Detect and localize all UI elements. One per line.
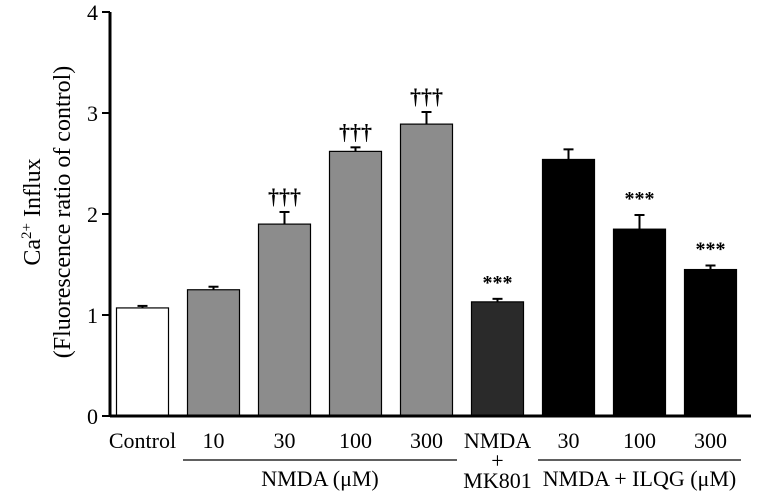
bars: ††† ††† ††† *** *** *** — [110, 84, 751, 418]
significance-label: *** — [625, 188, 655, 210]
significance-label: ††† — [339, 119, 372, 144]
x-tick-label: Control — [109, 428, 176, 453]
group-label: NMDA (μM) — [261, 466, 379, 491]
y-tick-label: 1 — [87, 303, 98, 328]
group-label: NMDA + ILQG (μM) — [543, 466, 736, 491]
x-tick-label: + — [491, 448, 503, 473]
x-tick-label: 30 — [274, 428, 296, 453]
bar — [399, 123, 454, 417]
bar — [683, 268, 738, 417]
significance-label: ††† — [268, 184, 301, 209]
bar — [612, 228, 667, 417]
x-tick-label: 300 — [694, 428, 727, 453]
y-axis-label-line1: Ca2+ Influx — [19, 158, 46, 265]
y-axis-label-line2: (Fluorescence ratio of control) — [50, 66, 76, 359]
significance-label: *** — [696, 239, 726, 261]
bar — [115, 307, 170, 417]
x-tick-label: 10 — [203, 428, 225, 453]
x-tick-label: MK801 — [463, 468, 531, 493]
x-tick-label: 300 — [410, 428, 443, 453]
x-tick-labels: Control 10 30 100 300 NMDA+MK801 30 100 300 — [109, 428, 727, 493]
significance-label: ††† — [410, 84, 443, 109]
group-labels: NMDA (μM) NMDA + ILQG (μM) — [183, 459, 741, 491]
y-tick-label: 0 — [87, 404, 98, 429]
bar — [470, 301, 525, 417]
bar — [257, 223, 312, 417]
x-tick-label: 100 — [623, 428, 656, 453]
bar — [328, 150, 383, 417]
significance-label: *** — [483, 272, 513, 294]
x-tick-label: 30 — [558, 428, 580, 453]
x-tick-label: 100 — [339, 428, 372, 453]
bar — [541, 158, 596, 417]
y-tick-label: 2 — [87, 202, 98, 227]
y-axis: 0 1 2 3 4 — [87, 0, 112, 429]
bar — [186, 289, 241, 417]
x-tick-label: NMDA — [464, 428, 531, 453]
y-tick-label: 4 — [87, 0, 98, 25]
y-axis-label: Ca2+ Influx (Fluorescence ratio of contr… — [19, 66, 76, 359]
y-tick-label: 3 — [87, 101, 98, 126]
